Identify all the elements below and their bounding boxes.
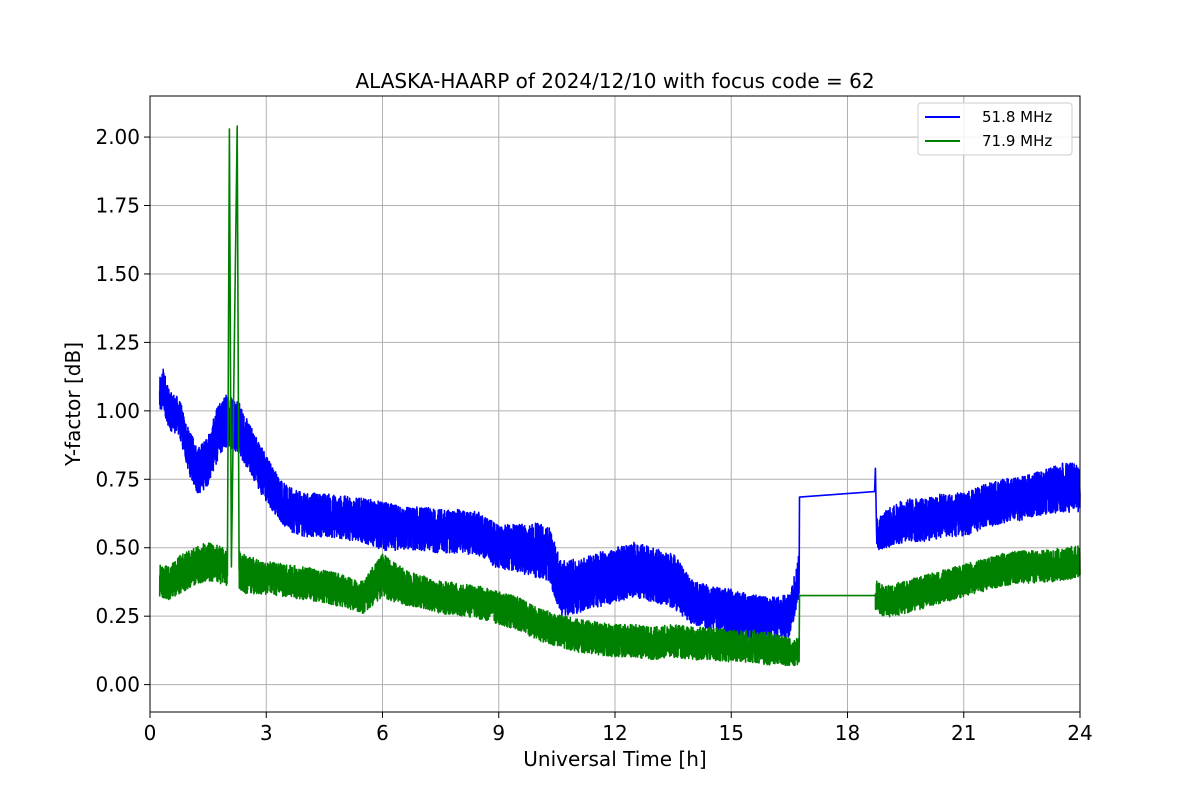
x-axis-label: Universal Time [h] — [523, 747, 706, 771]
x-tick-label: 9 — [492, 721, 505, 745]
legend: 51.8 MHz 71.9 MHz — [917, 102, 1073, 156]
y-tick-label: 2.00 — [95, 125, 140, 149]
series-line-51-8-mhz — [158, 368, 1081, 642]
x-tick-label: 3 — [260, 721, 273, 745]
chart-title: ALASKA-HAARP of 2024/12/10 with focus co… — [355, 69, 874, 93]
y-tick-label: 1.25 — [95, 330, 140, 354]
x-tick-label: 21 — [951, 721, 976, 745]
y-tick-label: 0.50 — [95, 536, 140, 560]
x-tick-label: 6 — [376, 721, 389, 745]
y-tick-label: 0.75 — [95, 467, 140, 491]
x-tick-label: 15 — [719, 721, 744, 745]
x-tick-label: 18 — [835, 721, 860, 745]
y-tick-label: 1.50 — [95, 262, 140, 286]
legend-label-51-8: 51.8 MHz — [982, 108, 1052, 126]
x-tick-label: 0 — [144, 721, 157, 745]
x-tick-label: 24 — [1067, 721, 1092, 745]
y-tick-label: 1.75 — [95, 194, 140, 218]
y-tick-label: 0.25 — [95, 604, 140, 628]
y-axis-label: Y-factor [dB] — [61, 342, 85, 467]
series-line-71-9-mhz — [158, 125, 1081, 667]
x-axis: 0 3 6 9 12 15 18 21 24 — [144, 712, 1093, 745]
y-axis: 0.00 0.25 0.50 0.75 1.00 1.25 1.50 1.75 2.00 — [95, 125, 150, 697]
x-tick-label: 12 — [602, 721, 627, 745]
series-layer — [158, 125, 1081, 667]
legend-label-71-9: 71.9 MHz — [982, 132, 1052, 150]
y-tick-label: 1.00 — [95, 399, 140, 423]
y-tick-label: 0.00 — [95, 673, 140, 697]
